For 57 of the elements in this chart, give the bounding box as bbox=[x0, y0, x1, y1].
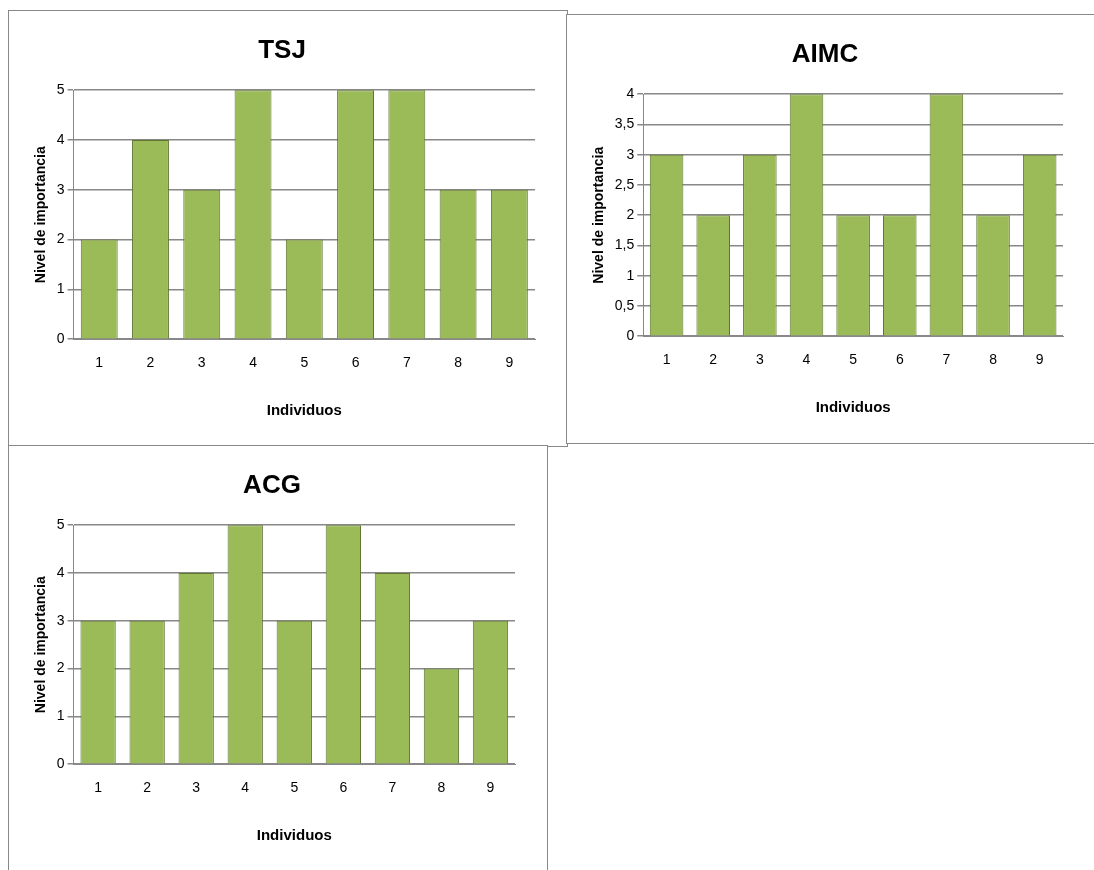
y-tick-label: 0,5 bbox=[614, 296, 635, 313]
x-tick-label: 5 bbox=[849, 351, 858, 368]
x-tick-label: 6 bbox=[351, 354, 360, 371]
x-tick-label: 1 bbox=[95, 354, 104, 371]
x-tick-label: 8 bbox=[454, 354, 463, 371]
y-tick-label: 3 bbox=[56, 611, 65, 628]
x-tick-label: 7 bbox=[402, 354, 411, 371]
x-tick-label: 1 bbox=[94, 779, 103, 796]
x-axis-title: Individuos bbox=[266, 401, 342, 419]
x-tick-label: 6 bbox=[339, 779, 348, 796]
x-axis-title: Individuos bbox=[256, 826, 332, 844]
y-axis-title: Nivel de importancia bbox=[590, 146, 607, 284]
x-tick-label: 8 bbox=[437, 779, 446, 796]
y-tick-label: 2 bbox=[626, 206, 635, 223]
x-tick-label: 6 bbox=[895, 351, 904, 368]
x-tick-label: 2 bbox=[709, 351, 718, 368]
x-tick-label: 1 bbox=[662, 351, 671, 368]
chart-title: TSJ bbox=[258, 33, 306, 64]
y-axis-title: Nivel de importancia bbox=[32, 146, 49, 284]
y-tick-label: 5 bbox=[56, 81, 65, 98]
x-tick-label: 9 bbox=[505, 354, 514, 371]
x-tick-label: 4 bbox=[249, 354, 258, 371]
x-tick-label: 8 bbox=[989, 351, 998, 368]
x-tick-label: 2 bbox=[143, 779, 152, 796]
y-tick-label: 5 bbox=[56, 516, 65, 533]
y-tick-label: 3 bbox=[56, 180, 65, 197]
x-tick-label: 3 bbox=[755, 351, 764, 368]
y-tick-label: 4 bbox=[56, 563, 65, 580]
y-tick-label: 3 bbox=[626, 145, 635, 162]
x-tick-label: 3 bbox=[197, 354, 206, 371]
y-tick-label: 0 bbox=[56, 330, 65, 347]
x-tick-label: 5 bbox=[290, 779, 299, 796]
x-tick-label: 7 bbox=[942, 351, 951, 368]
y-tick-label: 4 bbox=[626, 85, 635, 102]
y-tick-label: 1 bbox=[626, 266, 635, 283]
chart-title: AIMC bbox=[791, 37, 859, 68]
chart-title: ACG bbox=[243, 468, 301, 499]
x-tick-label: 5 bbox=[300, 354, 309, 371]
y-tick-label: 4 bbox=[56, 130, 65, 147]
y-axis-title: Nivel de importancia bbox=[32, 576, 49, 714]
x-tick-label: 4 bbox=[241, 779, 250, 796]
y-tick-label: 2 bbox=[56, 230, 65, 247]
x-axis-title: Individuos bbox=[815, 398, 891, 416]
y-tick-label: 2 bbox=[56, 659, 65, 676]
y-tick-label: 0 bbox=[626, 327, 635, 344]
x-tick-label: 3 bbox=[192, 779, 201, 796]
x-tick-label: 9 bbox=[486, 779, 495, 796]
x-tick-label: 7 bbox=[388, 779, 397, 796]
y-tick-label: 1 bbox=[56, 280, 65, 297]
y-tick-label: 0 bbox=[56, 755, 65, 772]
y-tick-label: 1 bbox=[56, 707, 65, 724]
y-tick-label: 1,5 bbox=[614, 236, 635, 253]
x-tick-label: 9 bbox=[1035, 351, 1044, 368]
x-tick-label: 2 bbox=[146, 354, 155, 371]
y-tick-label: 2,5 bbox=[614, 175, 635, 192]
x-tick-label: 4 bbox=[802, 351, 811, 368]
y-tick-label: 3,5 bbox=[614, 115, 635, 132]
